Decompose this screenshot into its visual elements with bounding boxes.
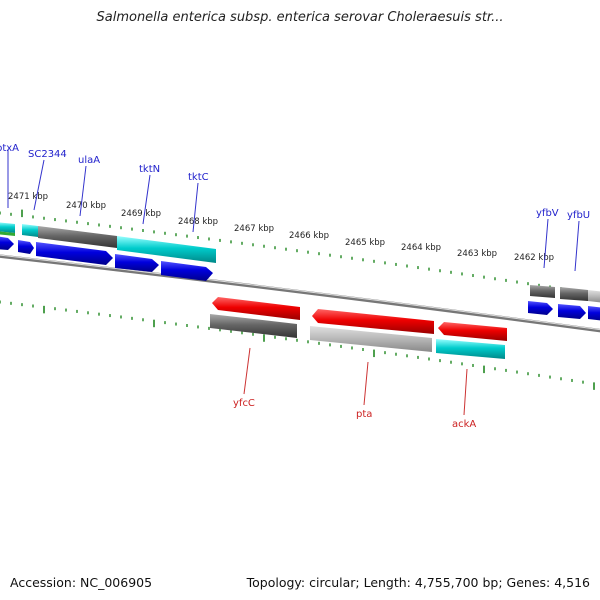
feature-gray-yfbU[interactable] <box>560 287 588 301</box>
genome-summary-text: Topology: circular; Length: 4,755,700 bp… <box>246 575 590 590</box>
gene-label-yfbU[interactable]: yfbU <box>567 210 590 221</box>
scale-label: 2465 kbp <box>345 238 385 248</box>
gene-label-tktN[interactable]: tktN <box>139 164 160 175</box>
gene-label-tktC[interactable]: tktC <box>188 172 209 183</box>
scale-label: 2469 kbp <box>121 209 161 219</box>
feature-cyan-tkt[interactable] <box>117 236 216 263</box>
cds-arrow-forward[interactable] <box>528 301 553 315</box>
scale-label: 2466 kbp <box>289 231 329 241</box>
gene-label-yfbV[interactable]: yfbV <box>536 208 559 219</box>
scale-label: 2462 kbp <box>514 253 554 263</box>
scale-label: 2468 kbp <box>178 217 218 227</box>
scale-label: 2464 kbp <box>401 243 441 253</box>
gene-leader-lines <box>7 150 580 272</box>
cds-arrow-forward[interactable] <box>161 261 213 281</box>
reverse-cds-row <box>212 297 507 341</box>
feature-cyan-sc2344[interactable] <box>22 224 38 237</box>
gene-label-yfcC[interactable]: yfcC <box>233 398 255 409</box>
scale-label: 2471 kbp <box>8 192 48 202</box>
cds-arrow-forward[interactable] <box>588 306 600 321</box>
cds-arrow-reverse[interactable] <box>438 322 507 341</box>
scale-label: 2470 kbp <box>66 201 106 211</box>
feature-light-pta[interactable] <box>310 326 432 352</box>
feature-cyan-left[interactable] <box>0 222 15 233</box>
cds-arrow-forward[interactable] <box>18 240 34 254</box>
gene-leader-lines-reverse <box>243 347 468 416</box>
genome-backbone <box>0 254 600 333</box>
feature-light-right[interactable] <box>588 290 600 303</box>
scale-track-top <box>0 209 595 296</box>
feature-gray-ulaA[interactable] <box>38 226 117 248</box>
cds-arrow-reverse[interactable] <box>312 309 434 334</box>
accession-text: Accession: NC_006905 <box>10 575 153 590</box>
feature-gray-yfbV[interactable] <box>530 285 555 298</box>
scale-label: 2463 kbp <box>457 249 497 259</box>
reverse-feature-row <box>210 314 505 359</box>
cds-arrow-forward[interactable] <box>36 242 113 265</box>
forward-feature-row <box>0 222 600 303</box>
feature-gray-yfcC[interactable] <box>210 314 297 338</box>
feature-green-left[interactable] <box>0 231 15 236</box>
scale-track-bottom <box>0 300 595 390</box>
scale-label: 2467 kbp <box>234 224 274 234</box>
scale-labels: 2471 kbp 2470 kbp 2469 kbp 2468 kbp 2467 kbp… <box>8 192 554 263</box>
gene-label-ulaA[interactable]: ulaA <box>78 155 100 166</box>
cds-arrow-forward[interactable] <box>115 254 159 272</box>
genome-backbone-highlight <box>0 254 600 331</box>
cds-arrow-forward[interactable] <box>558 304 586 319</box>
forward-cds-row <box>0 236 600 321</box>
cds-arrow-forward[interactable] <box>0 236 14 250</box>
map-title: Salmonella enterica subsp. enterica sero… <box>96 10 504 25</box>
gene-label-ackA[interactable]: ackA <box>452 419 476 430</box>
gene-label-SC2344[interactable]: SC2344 <box>28 149 67 160</box>
cds-arrow-reverse[interactable] <box>212 297 300 320</box>
gene-label-pta[interactable]: pta <box>356 409 372 420</box>
feature-cyan-ackA[interactable] <box>436 339 505 359</box>
